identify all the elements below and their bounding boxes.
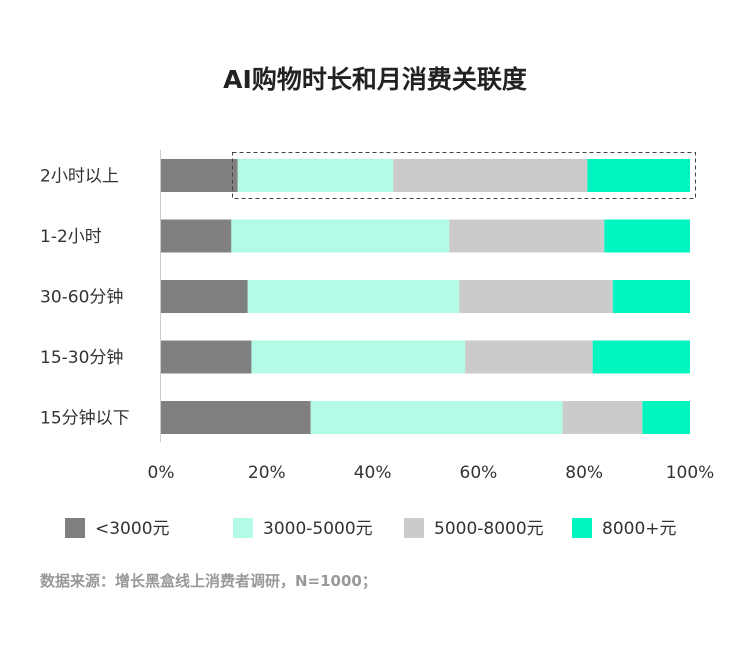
bar-segment bbox=[562, 401, 643, 434]
legend-label: <3000元 bbox=[95, 519, 170, 539]
legend-swatch bbox=[404, 518, 424, 538]
bar-segment bbox=[587, 159, 690, 192]
bar-segment bbox=[161, 159, 238, 192]
bar-segment bbox=[161, 219, 232, 253]
bar-segment bbox=[247, 280, 460, 313]
x-tick-label: 100% bbox=[666, 463, 715, 483]
bar-segment bbox=[459, 280, 613, 313]
source-note: 数据来源：增长黑盒线上消费者调研，N=1000； bbox=[40, 572, 377, 590]
legend-label: 3000-5000元 bbox=[263, 519, 373, 539]
legend-swatch bbox=[233, 518, 253, 538]
bar-segment bbox=[465, 340, 593, 374]
bar-segment bbox=[310, 401, 563, 434]
bar-segment bbox=[237, 159, 394, 192]
bar-segment bbox=[251, 340, 466, 374]
bar-segment bbox=[642, 401, 690, 434]
bar-segment bbox=[449, 219, 605, 253]
bar-segment bbox=[612, 280, 690, 313]
legend-label: 5000-8000元 bbox=[434, 519, 544, 539]
category-label: 15-30分钟 bbox=[40, 348, 123, 368]
x-tick-label: 60% bbox=[460, 463, 498, 483]
highlight-box bbox=[232, 152, 696, 199]
chart-title: AI购物时长和月消费关联度 bbox=[223, 65, 527, 94]
bar-segment bbox=[604, 219, 690, 253]
bar-segment bbox=[161, 280, 248, 313]
legend-label: 8000+元 bbox=[602, 519, 677, 539]
bar-segment bbox=[161, 401, 311, 434]
category-label: 2小时以上 bbox=[40, 167, 119, 187]
bar-segment bbox=[592, 340, 690, 374]
category-label: 15分钟以下 bbox=[40, 409, 130, 429]
x-tick-label: 40% bbox=[354, 463, 392, 483]
bar-segment bbox=[161, 340, 252, 374]
x-tick-label: 20% bbox=[248, 463, 286, 483]
bar-segment bbox=[231, 219, 450, 253]
x-tick-label: 0% bbox=[148, 463, 175, 483]
category-label: 30-60分钟 bbox=[40, 288, 123, 308]
legend-swatch bbox=[65, 518, 85, 538]
x-tick-label: 80% bbox=[565, 463, 603, 483]
category-label: 1-2小时 bbox=[40, 227, 102, 247]
bar-segment bbox=[393, 159, 588, 192]
legend-swatch bbox=[572, 518, 592, 538]
